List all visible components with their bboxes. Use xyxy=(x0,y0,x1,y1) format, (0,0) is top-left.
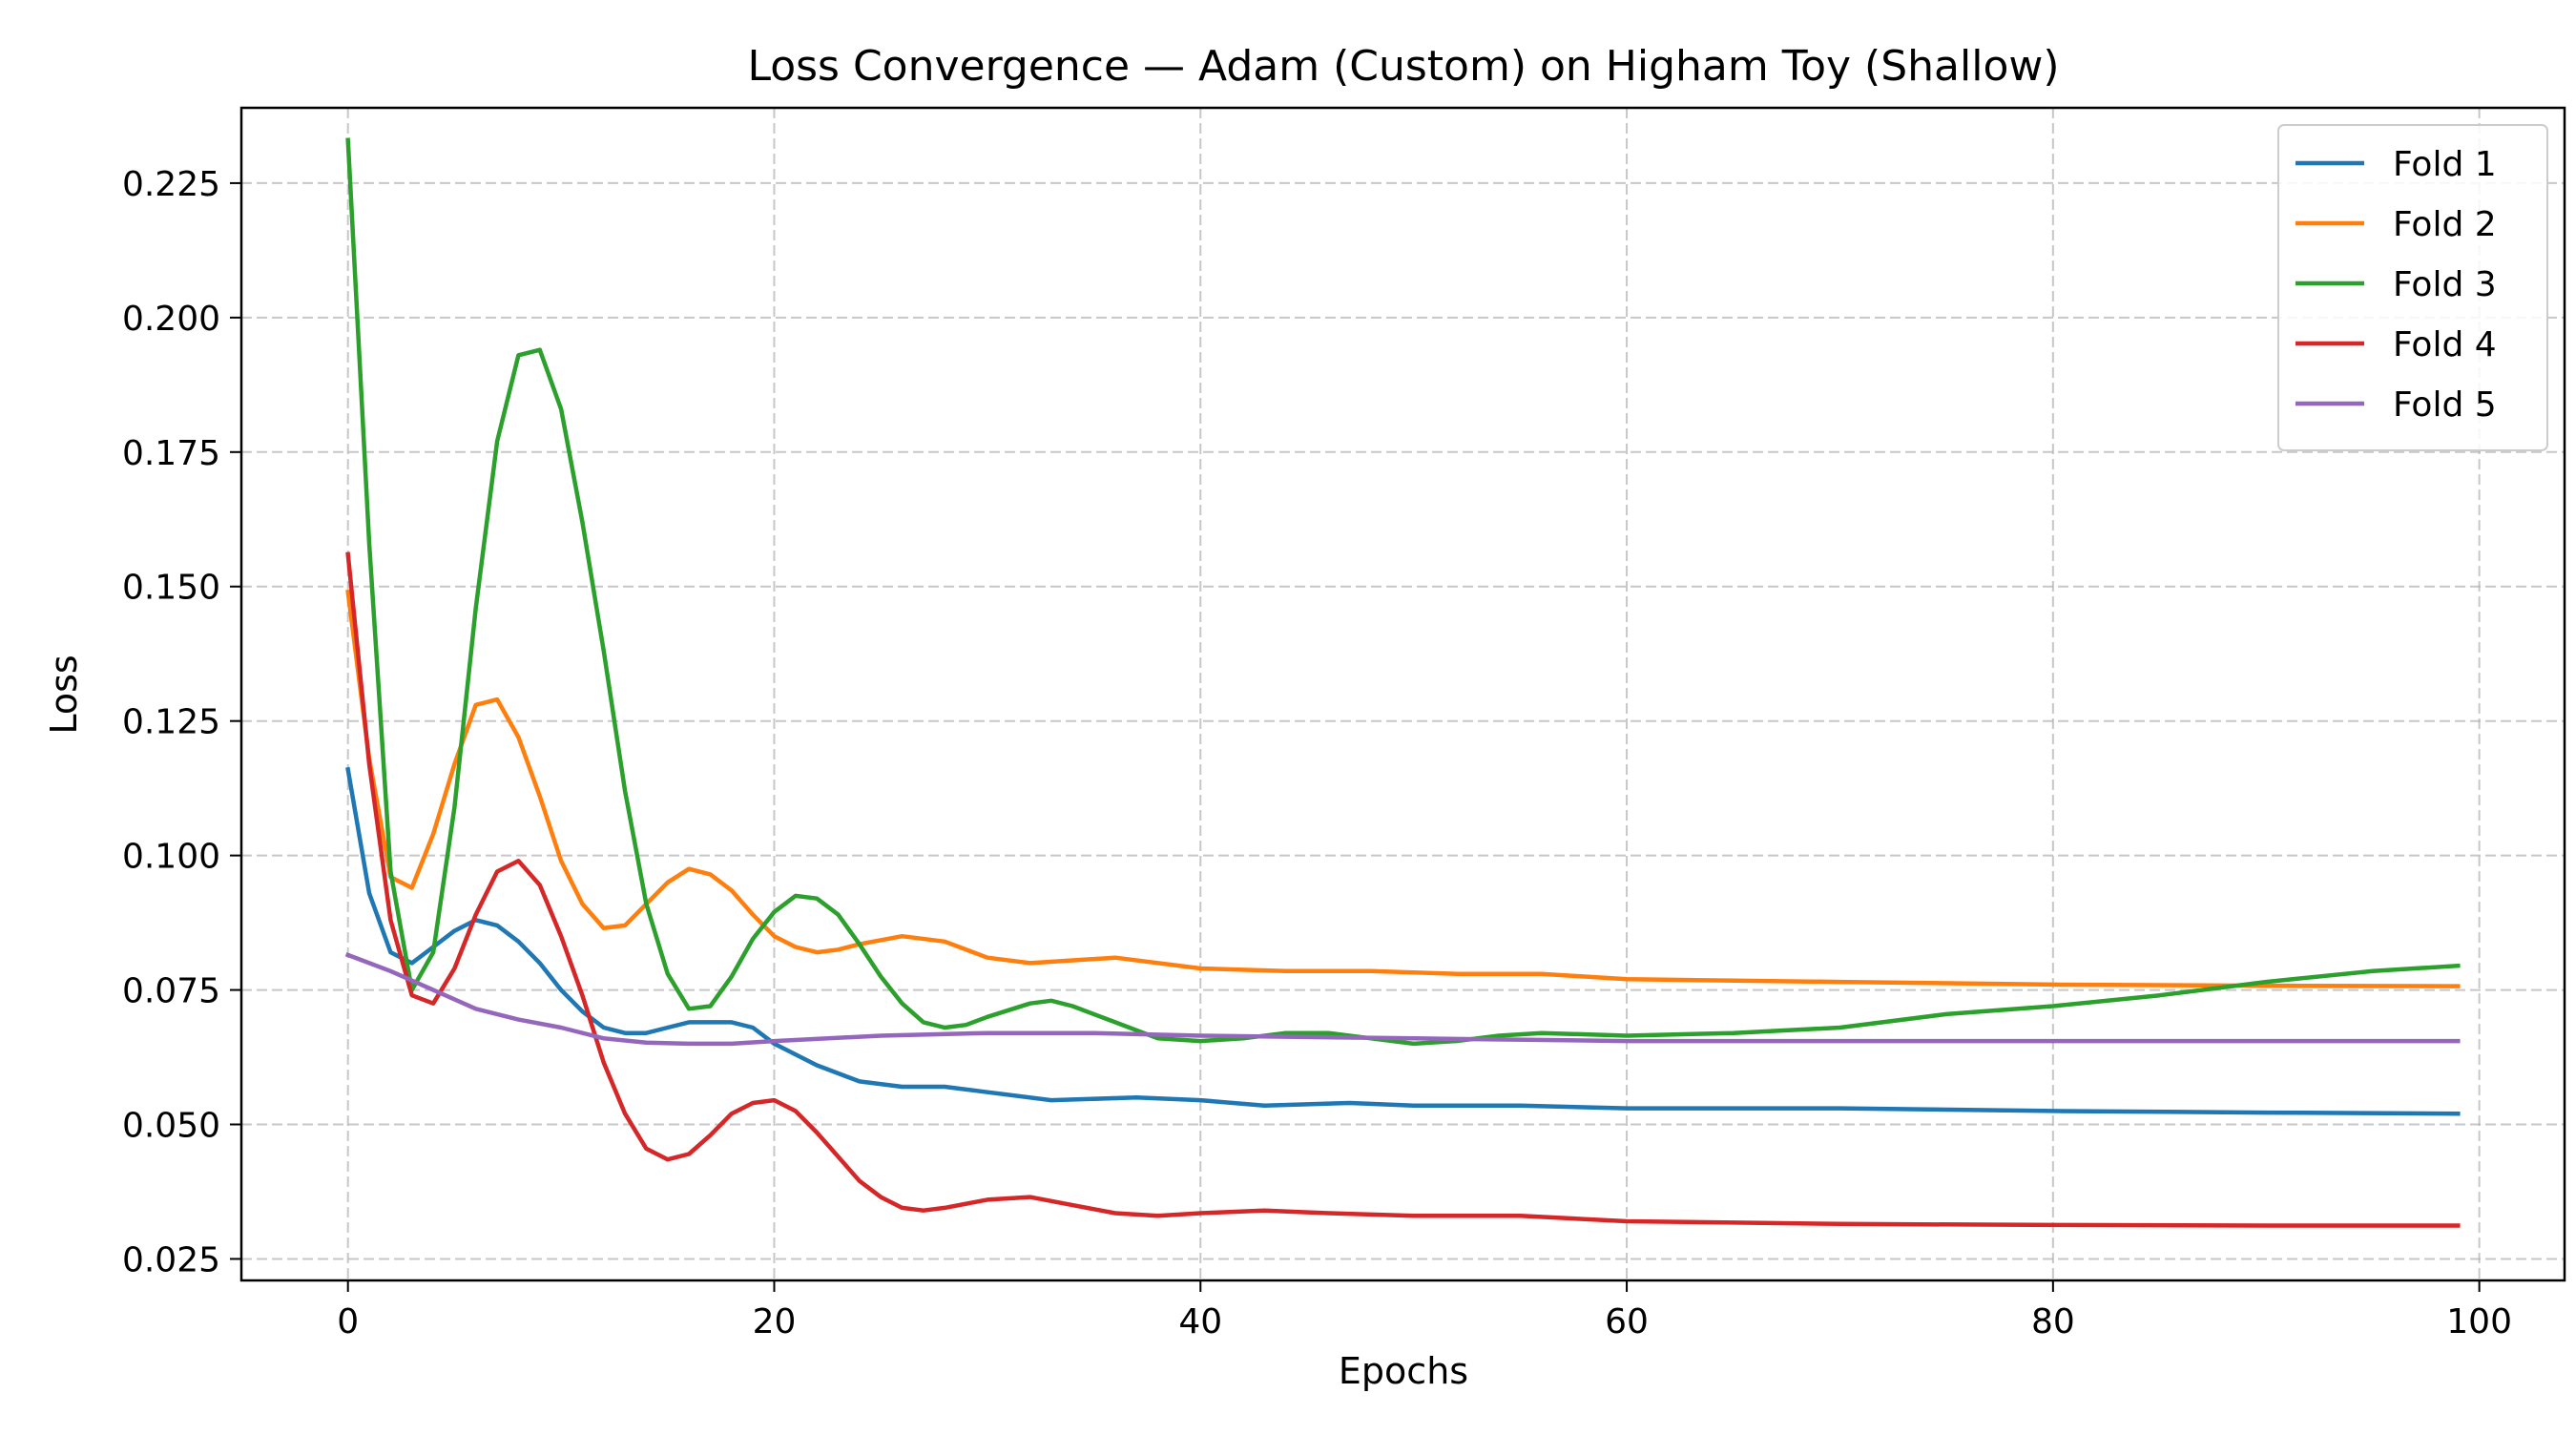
legend-label: Fold 3 xyxy=(2393,265,2497,304)
y-tick-label: 0.175 xyxy=(122,434,220,473)
y-tick-label: 0.075 xyxy=(122,972,220,1011)
legend-label: Fold 5 xyxy=(2393,385,2497,425)
legend: Fold 1 Fold 2 Fold 3 Fold 4 Fold 5 xyxy=(2277,124,2548,451)
y-tick-label: 0.225 xyxy=(122,165,220,204)
x-axis-label: Epochs xyxy=(1339,1350,1468,1392)
series-lines xyxy=(344,137,2461,1228)
legend-label: Fold 1 xyxy=(2393,145,2497,184)
x-tick-label: 0 xyxy=(337,1302,359,1341)
plot-frame xyxy=(239,106,2566,1282)
y-tick-label: 0.025 xyxy=(122,1240,220,1279)
series-line-fold-4 xyxy=(345,551,2461,1228)
x-tick-label: 60 xyxy=(1605,1302,1649,1341)
x-tick-label: 20 xyxy=(753,1302,797,1341)
legend-box xyxy=(2277,124,2548,451)
axis-ticks: 0 20 40 60 80 100 0.025 0.050 0.075 0.100 0.125 0.1… xyxy=(122,165,2512,1341)
y-tick-label: 0.100 xyxy=(122,838,220,877)
x-tick-label: 100 xyxy=(2446,1302,2512,1341)
series-line-fold-3 xyxy=(345,137,2461,1047)
y-tick-label: 0.150 xyxy=(122,569,220,608)
series-line-fold-1 xyxy=(345,766,2461,1116)
gridlines xyxy=(241,108,2565,1280)
y-tick-label: 0.125 xyxy=(122,703,220,742)
y-tick-label: 0.050 xyxy=(122,1107,220,1146)
legend-label: Fold 4 xyxy=(2393,325,2497,364)
y-axis-label: Loss xyxy=(43,655,85,734)
x-tick-label: 80 xyxy=(2031,1302,2075,1341)
y-tick-label: 0.200 xyxy=(122,300,220,339)
x-tick-label: 40 xyxy=(1178,1302,1222,1341)
series-line-fold-5 xyxy=(344,951,2461,1047)
chart-title: Loss Convergence — Adam (Custom) on High… xyxy=(747,42,2059,91)
legend-label: Fold 2 xyxy=(2393,205,2497,244)
